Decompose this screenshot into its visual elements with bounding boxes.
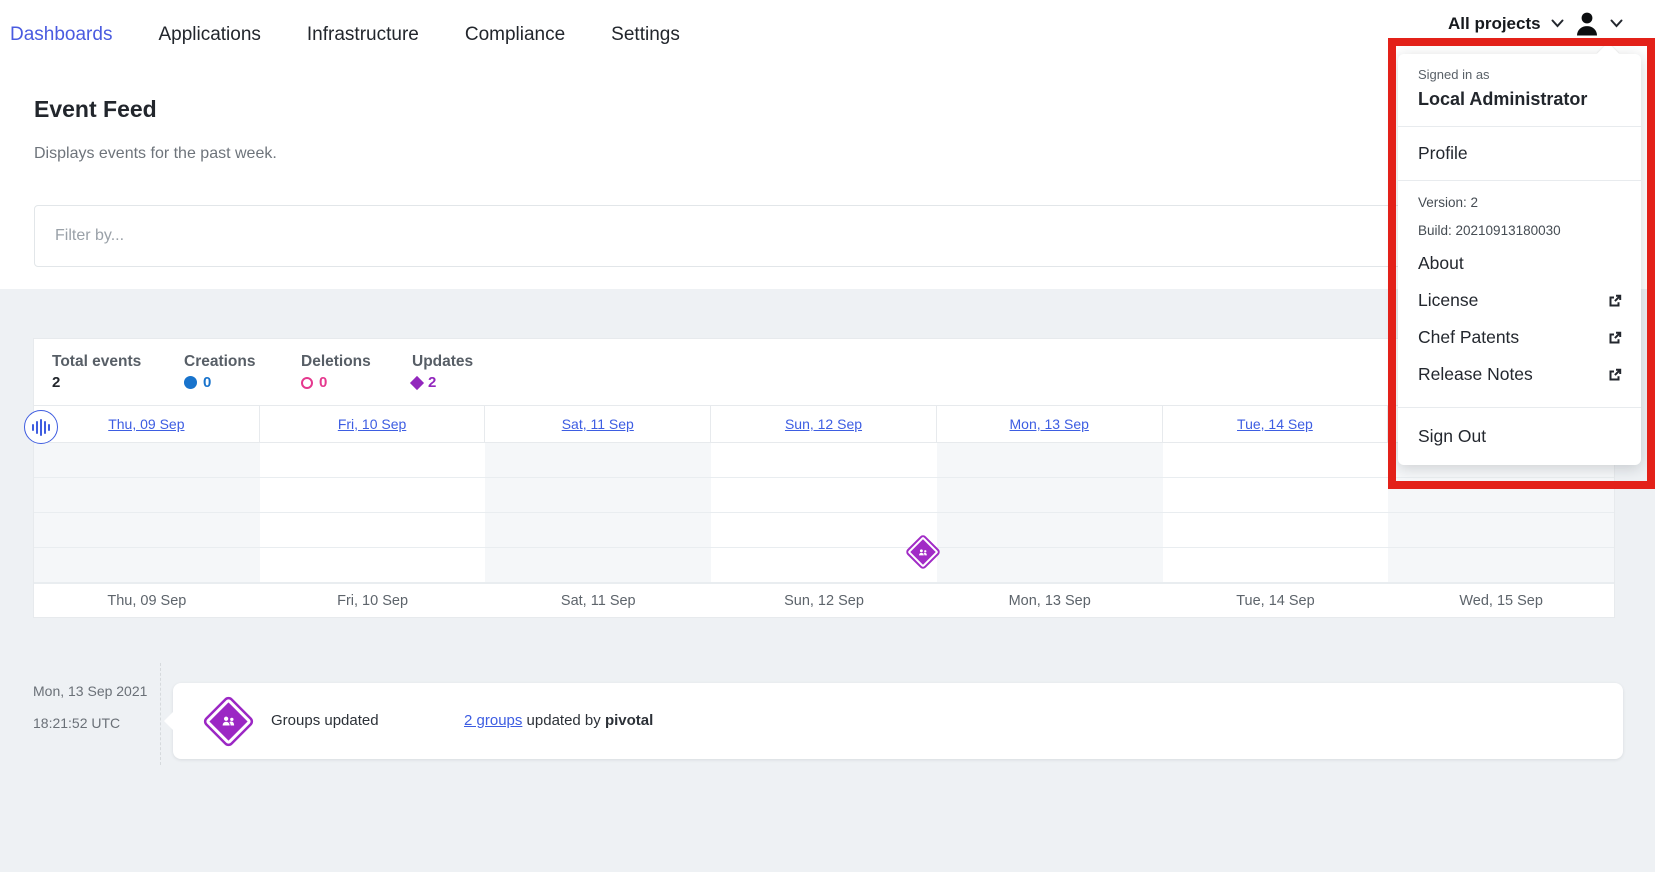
- creations-dot-icon: [184, 376, 197, 389]
- nav-item-dashboards[interactable]: Dashboards: [10, 24, 113, 45]
- groups-diamond-icon: [204, 697, 252, 745]
- deletions-value: 0: [319, 374, 328, 391]
- timeline-day-header: Thu, 09 Sep Fri, 10 Sep Sat, 11 Sep Sun,…: [34, 405, 1614, 443]
- updates-value: 2: [428, 374, 437, 391]
- external-link-icon: [1609, 294, 1622, 306]
- total-events-value: 2: [52, 374, 61, 391]
- external-link-icon: [1609, 368, 1622, 380]
- stat-creations: Creations 0: [184, 353, 256, 391]
- menu-item-profile[interactable]: Profile: [1418, 143, 1468, 163]
- projects-dropdown[interactable]: All projects: [1448, 13, 1541, 33]
- event-detail: 2 groups updated by pivotal: [464, 712, 654, 729]
- stat-total-events: Total events 2: [52, 353, 142, 391]
- day-link-sat-11[interactable]: Sat, 11 Sep: [561, 416, 634, 432]
- groups-link[interactable]: 2 groups: [464, 712, 523, 729]
- menu-item-license[interactable]: License: [1398, 282, 1641, 319]
- timeline-card: Total events 2 Creations 0 Deletions 0 U…: [33, 338, 1615, 618]
- nav-item-compliance[interactable]: Compliance: [464, 24, 566, 45]
- timeline-body: [34, 443, 1614, 583]
- filter-input[interactable]: [34, 205, 1617, 267]
- stats-row: Total events 2 Creations 0 Deletions 0 U…: [34, 339, 1614, 405]
- version-label: Version: 2: [1418, 195, 1479, 210]
- timeline-axis-labels: Thu, 09 Sep Fri, 10 Sep Sat, 11 Sep Sun,…: [34, 583, 1614, 617]
- topbar-right: All projects: [1448, 10, 1623, 37]
- main-nav: Dashboards Applications Infrastructure C…: [10, 20, 680, 50]
- page-title: Event Feed: [34, 96, 157, 122]
- day-link-tue-14[interactable]: Tue, 14 Sep: [1237, 416, 1313, 432]
- menu-item-chef-patents[interactable]: Chef Patents: [1398, 319, 1641, 356]
- event-timeline-track: [160, 663, 161, 765]
- event-title: Groups updated: [271, 712, 379, 729]
- menu-item-release-notes[interactable]: Release Notes: [1398, 356, 1641, 393]
- nav-item-applications[interactable]: Applications: [158, 24, 261, 45]
- guitar-strings-toggle-button[interactable]: [24, 410, 58, 444]
- stat-updates: Updates 2: [409, 353, 473, 391]
- build-label: Build: 20210913180030: [1418, 223, 1561, 238]
- user-avatar-icon[interactable]: [1574, 10, 1600, 37]
- signed-in-as-label: Signed in as: [1418, 67, 1490, 82]
- updates-diamond-icon: [409, 375, 425, 390]
- user-dropdown-menu: Signed in as Local Administrator Profile…: [1398, 42, 1641, 465]
- day-link-mon-13[interactable]: Mon, 13 Sep: [1009, 416, 1089, 432]
- nav-item-infrastructure[interactable]: Infrastructure: [306, 24, 419, 45]
- groups-updated-event-marker[interactable]: [907, 536, 939, 568]
- event-actor: pivotal: [604, 712, 654, 729]
- menu-item-sign-out[interactable]: Sign Out: [1418, 426, 1487, 446]
- external-link-icon: [1609, 331, 1622, 343]
- chevron-down-icon[interactable]: [1610, 19, 1623, 28]
- event-timestamp: Mon, 13 Sep 2021 18:21:52 UTC: [33, 683, 148, 731]
- page-subtitle: Displays events for the past week.: [34, 145, 277, 162]
- user-name: Local Administrator: [1418, 89, 1588, 109]
- creations-value: 0: [203, 374, 212, 391]
- stat-deletions: Deletions 0: [301, 353, 371, 391]
- day-link-fri-10[interactable]: Fri, 10 Sep: [337, 416, 407, 432]
- nav-item-settings[interactable]: Settings: [611, 24, 680, 45]
- menu-item-about[interactable]: About: [1418, 253, 1464, 273]
- event-card: Groups updated 2 groups updated by pivot…: [164, 683, 1623, 759]
- day-link-sun-12[interactable]: Sun, 12 Sep: [784, 416, 863, 432]
- deletions-ring-icon: [301, 376, 313, 389]
- day-link-thu-09[interactable]: Thu, 09 Sep: [108, 416, 185, 432]
- chevron-down-icon[interactable]: [1551, 19, 1564, 28]
